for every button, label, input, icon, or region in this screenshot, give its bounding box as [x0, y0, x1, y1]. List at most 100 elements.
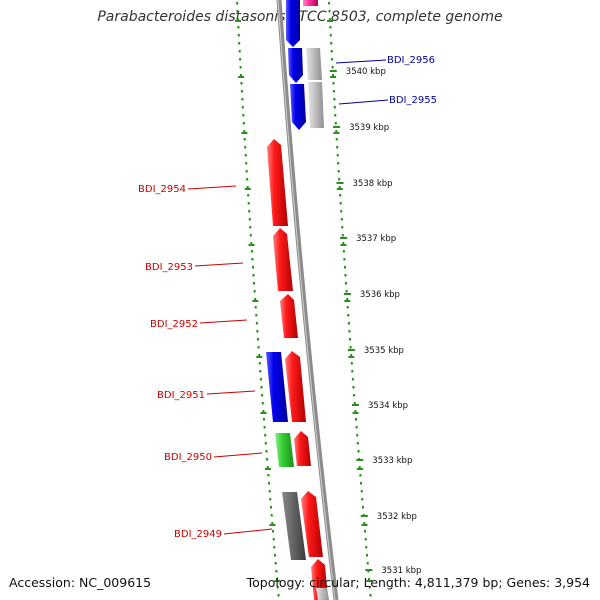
tick-label: 3534 kbp [368, 401, 408, 411]
track-dot [254, 306, 257, 309]
track-dot [336, 154, 339, 157]
track-dot [259, 378, 262, 381]
track-dot [365, 546, 368, 549]
gene-feature-gray [306, 48, 322, 80]
track-dot [344, 274, 347, 277]
track-dash [241, 132, 248, 134]
track-dot [274, 554, 276, 557]
track-dot [341, 234, 344, 237]
track-dot [250, 242, 253, 245]
track-dot [268, 482, 270, 485]
track-dot [277, 594, 280, 597]
track-dot [352, 386, 355, 389]
gene-feature-blue [290, 84, 306, 130]
track-dash [252, 300, 259, 302]
track-dot [265, 450, 268, 453]
track-dot [366, 562, 369, 565]
gene-label[interactable]: BDI_2951 [157, 390, 205, 401]
track-dot [276, 586, 279, 589]
track-dot [238, 50, 241, 53]
track-dot [342, 250, 345, 253]
track-dash [333, 132, 340, 134]
track-dot [236, 18, 239, 21]
gene-feature-blue [286, 0, 300, 47]
track-dot [270, 514, 273, 517]
track-dot [239, 66, 242, 69]
track-dot [358, 466, 361, 469]
gene-label[interactable]: BDI_2953 [145, 262, 193, 273]
track-dot [346, 298, 349, 301]
gene-label[interactable]: BDI_2956 [387, 55, 435, 66]
gene-label-leader [194, 262, 244, 267]
gene-feature-green [275, 433, 294, 467]
track-dot [347, 314, 350, 317]
track-dot [261, 402, 264, 405]
track-dot [264, 434, 267, 437]
track-dot [363, 522, 366, 525]
track-dot [258, 354, 261, 357]
track-dot [250, 250, 253, 253]
tick-mark [356, 459, 364, 461]
track-dot [355, 418, 357, 421]
track-dot [248, 218, 251, 221]
tick-mark [333, 126, 341, 128]
track-dot [333, 98, 336, 101]
track-dot [255, 314, 258, 317]
gene-label[interactable]: BDI_2949 [174, 529, 222, 540]
genome-summary-text: Topology: circular; Length: 4,811,379 bp… [246, 575, 590, 590]
gene-feature-gray [316, 588, 329, 600]
gene-label[interactable]: BDI_2952 [150, 319, 198, 330]
track-dot [236, 10, 239, 13]
gene-label-leader [199, 319, 248, 324]
tick-label: 3537 kbp [356, 234, 396, 244]
track-dot [257, 338, 259, 341]
track-dot [343, 258, 346, 261]
track-dot [330, 50, 333, 53]
track-dot [360, 490, 363, 493]
track-dot [273, 546, 276, 549]
outer-dotted-track [327, 2, 373, 597]
gene-label[interactable]: BDI_2950 [164, 452, 212, 463]
track-dot [349, 346, 352, 349]
track-dash [274, 580, 281, 582]
track-dot [362, 506, 364, 509]
gene-label[interactable]: BDI_2954 [138, 184, 186, 195]
track-dot [332, 74, 334, 77]
gene-feature-red [301, 491, 323, 557]
track-dot [259, 370, 262, 373]
track-dot [366, 554, 368, 557]
track-dash [356, 468, 363, 470]
track-dot [342, 242, 345, 245]
track-dot [345, 282, 347, 285]
track-dot [345, 290, 348, 293]
track-dash [344, 300, 351, 302]
track-dot [263, 418, 265, 421]
track-dot [331, 66, 334, 69]
track-dot [255, 322, 258, 325]
track-dot [359, 474, 362, 477]
genome-backbone [276, 0, 339, 600]
track-dot [329, 34, 332, 37]
gene-label-leader [213, 452, 263, 458]
track-dot [245, 170, 248, 173]
track-dot [237, 26, 240, 29]
track-dot [369, 594, 372, 597]
track-dot [338, 186, 341, 189]
track-dot [329, 26, 332, 29]
tick-mark [336, 182, 344, 184]
track-dot [256, 330, 259, 333]
track-dot [261, 394, 264, 397]
track-dot [328, 18, 331, 21]
tick-label: 3533 kbp [372, 456, 412, 466]
track-dot [328, 2, 331, 5]
gene-feature-pink [303, 0, 318, 6]
track-dash [366, 580, 373, 582]
track-dot [368, 578, 371, 581]
gene-label[interactable]: BDI_2955 [389, 95, 437, 106]
tick-label: 3540 kbp [346, 67, 386, 77]
tick-mark [365, 569, 373, 571]
gene-label-leader [187, 185, 237, 190]
track-dot [244, 146, 247, 149]
tick-mark [340, 237, 348, 239]
track-dash [244, 188, 251, 190]
